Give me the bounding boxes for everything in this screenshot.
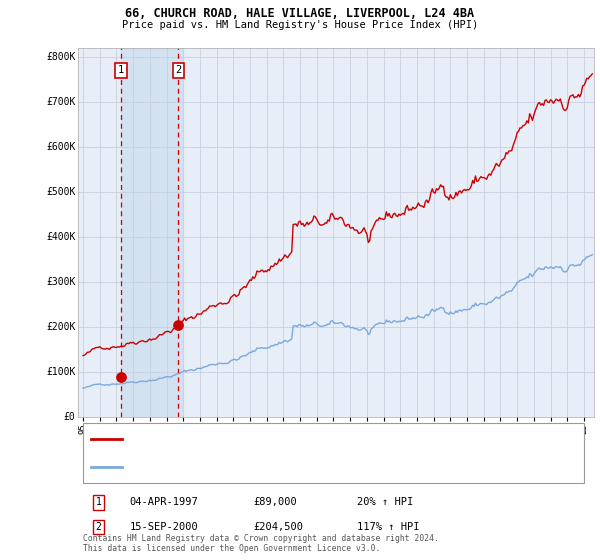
Bar — [121, 48, 182, 417]
Text: £600K: £600K — [46, 142, 76, 152]
Text: £500K: £500K — [46, 187, 76, 197]
Point — [173, 321, 183, 330]
Text: £400K: £400K — [46, 232, 76, 242]
Text: 1: 1 — [118, 65, 124, 75]
Text: HPI: Average price, detached house, Halton: HPI: Average price, detached house, Halt… — [127, 462, 368, 471]
Text: 2: 2 — [175, 65, 181, 75]
Text: £200K: £200K — [46, 322, 76, 332]
Text: £100K: £100K — [46, 367, 76, 377]
Text: 66, CHURCH ROAD, HALE VILLAGE, LIVERPOOL, L24 4BA: 66, CHURCH ROAD, HALE VILLAGE, LIVERPOOL… — [125, 7, 475, 20]
FancyBboxPatch shape — [83, 423, 584, 483]
Text: Price paid vs. HM Land Registry's House Price Index (HPI): Price paid vs. HM Land Registry's House … — [122, 20, 478, 30]
Text: £300K: £300K — [46, 277, 76, 287]
Text: £204,500: £204,500 — [253, 522, 304, 532]
Text: 1: 1 — [96, 497, 101, 507]
Text: £700K: £700K — [46, 97, 76, 107]
Text: 117% ↑ HPI: 117% ↑ HPI — [356, 522, 419, 532]
Text: £0: £0 — [64, 412, 76, 422]
Text: £89,000: £89,000 — [253, 497, 297, 507]
Text: 15-SEP-2000: 15-SEP-2000 — [130, 522, 199, 532]
Text: Contains HM Land Registry data © Crown copyright and database right 2024.
This d: Contains HM Land Registry data © Crown c… — [83, 534, 439, 553]
Text: 20% ↑ HPI: 20% ↑ HPI — [356, 497, 413, 507]
Text: 2: 2 — [96, 522, 101, 532]
Text: 04-APR-1997: 04-APR-1997 — [130, 497, 199, 507]
Text: 66, CHURCH ROAD, HALE VILLAGE, LIVERPOOL, L24 4BA (detached house): 66, CHURCH ROAD, HALE VILLAGE, LIVERPOOL… — [127, 435, 506, 444]
Point — [116, 373, 126, 382]
Text: £800K: £800K — [46, 52, 76, 62]
